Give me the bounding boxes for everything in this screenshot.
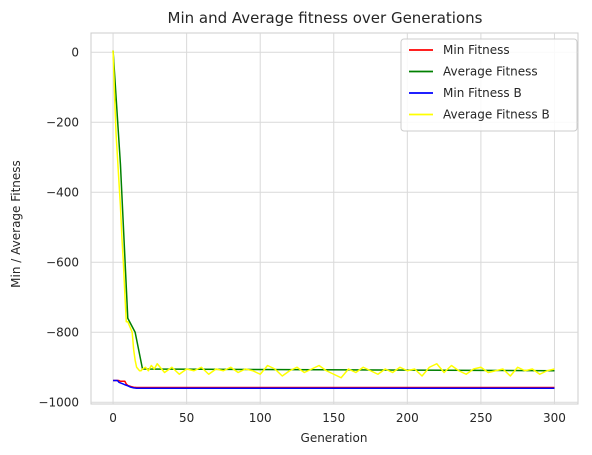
x-tick-label: 250 xyxy=(469,411,492,425)
x-tick-label: 200 xyxy=(396,411,419,425)
legend-label: Min Fitness B xyxy=(443,86,522,100)
x-axis-label: Generation xyxy=(301,431,368,445)
chart-title: Min and Average fitness over Generations xyxy=(168,9,483,27)
grid xyxy=(91,33,578,404)
series-line-3 xyxy=(113,379,555,389)
y-tick-label: 0 xyxy=(71,45,79,59)
y-tick-label: −1000 xyxy=(38,395,79,409)
y-axis-label: Min / Average Fitness xyxy=(9,160,23,288)
x-tick-label: 100 xyxy=(249,411,272,425)
y-tick-label: −800 xyxy=(46,325,79,339)
series-line-2 xyxy=(112,50,555,372)
series-group xyxy=(112,50,555,389)
legend: Min Fitness Average Fitness Min Fitness B A… xyxy=(400,38,578,132)
legend-label: Average Fitness xyxy=(443,65,538,79)
y-tick-label: −600 xyxy=(46,255,79,269)
x-tick-label: 50 xyxy=(179,411,194,425)
y-tick-label: −200 xyxy=(46,115,79,129)
x-tick-label: 150 xyxy=(322,411,345,425)
tick-labels: 0 50 100 150 200 250 300 0 −200 −400 −600 −800 −1000 xyxy=(38,45,566,425)
series-line-4 xyxy=(112,50,555,379)
legend-label: Min Fitness xyxy=(443,43,510,57)
x-tick-label: 0 xyxy=(109,411,117,425)
y-tick-label: −400 xyxy=(46,185,79,199)
legend-box xyxy=(400,38,578,132)
legend-label: Average Fitness B xyxy=(443,108,550,122)
x-tick-label: 300 xyxy=(543,411,566,425)
